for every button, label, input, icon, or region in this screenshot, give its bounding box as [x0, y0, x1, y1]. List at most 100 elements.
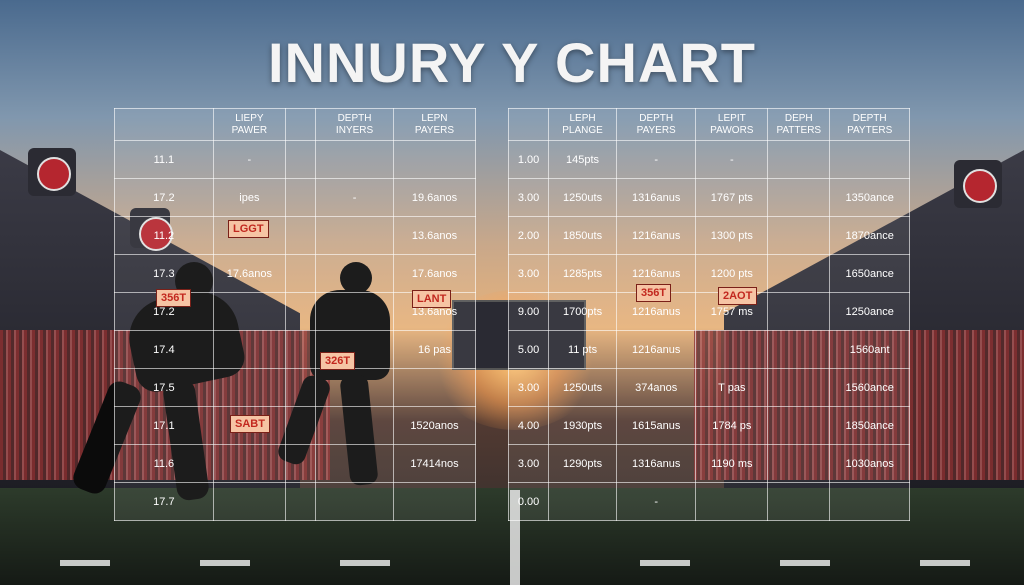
table-cell — [315, 292, 394, 331]
table-cell: 1350ance — [829, 178, 910, 217]
table-cell: 16 pas — [392, 330, 477, 369]
table-cell — [767, 178, 831, 217]
table-cell — [315, 368, 394, 407]
left-header-cell: DEPTH INYERS — [315, 108, 394, 141]
table-cell: 1850uts — [548, 216, 617, 255]
row-label-cell: 11.6 — [114, 444, 214, 483]
right-header-cell: DEPH PATTERS — [767, 108, 831, 141]
table-cell: 17414nos — [392, 444, 477, 483]
table-cell: 1250uts — [548, 368, 617, 407]
table-row: 17.1 1520anos — [114, 406, 477, 445]
row-label-cell: 0.00 — [507, 482, 550, 521]
table-cell: 1300 pts — [695, 216, 769, 255]
table-cell — [284, 292, 317, 331]
row-label-cell: 11.2 — [114, 216, 214, 255]
table-cell — [212, 444, 286, 483]
table-row: 17.2 13.6anos — [114, 292, 477, 331]
table-cell — [284, 406, 317, 445]
table-cell — [315, 216, 394, 255]
highlight-tag: 356T — [156, 289, 192, 307]
table-cell: 17.6anos — [392, 254, 477, 293]
table-cell — [212, 482, 286, 521]
table-cell — [315, 444, 394, 483]
table-row: 2.00 1850uts 1216anus 1300 pts 1870ance — [507, 216, 910, 255]
table-cell — [829, 140, 910, 179]
table-cell — [767, 216, 831, 255]
table-cell: 17.6anos — [212, 254, 286, 293]
table-row: 5.00 11 pts 1216anus 1560ant — [507, 330, 910, 369]
highlight-tag: 2AOT — [718, 287, 758, 305]
table-cell: 1560ance — [829, 368, 910, 407]
row-label-cell: 17.3 — [114, 254, 214, 293]
table-cell — [767, 482, 831, 521]
table-cell — [212, 292, 286, 331]
yard-marker — [340, 560, 390, 566]
table-cell: 1784 ps — [695, 406, 769, 445]
table-cell — [767, 444, 831, 483]
table-row: 17.2 ipes -19.6anos — [114, 178, 477, 217]
table-cell: 1560ant — [829, 330, 910, 369]
table-cell — [315, 254, 394, 293]
row-label-cell: 3.00 — [507, 368, 550, 407]
table-cell: 1285pts — [548, 254, 617, 293]
table-cell — [212, 368, 286, 407]
table-row: 3.00 1290pts 1316anus 1190 ms 1030anos — [507, 444, 910, 483]
table-cell: 1316anus — [615, 444, 697, 483]
left-header-cell: LEPN PAYERS — [392, 108, 477, 141]
row-label-cell: 2.00 — [507, 216, 550, 255]
table-cell — [212, 330, 286, 369]
table-row: 17.4 16 pas — [114, 330, 477, 369]
table-cell — [767, 140, 831, 179]
table-cell: 1767 pts — [695, 178, 769, 217]
row-label-cell: 9.00 — [507, 292, 550, 331]
yard-marker — [780, 560, 830, 566]
left-header-cell — [284, 108, 317, 141]
table-row: 3.00 1285pts 1216anus 1200 pts 1650ance — [507, 254, 910, 293]
field-midline — [510, 490, 520, 585]
table-cell — [767, 330, 831, 369]
table-cell: - — [615, 140, 697, 179]
table-cell — [315, 482, 394, 521]
table-cell — [315, 140, 394, 179]
table-cell: 1650ance — [829, 254, 910, 293]
table-cell — [767, 254, 831, 293]
table-cell — [695, 482, 769, 521]
table-cell — [695, 330, 769, 369]
table-cell: - — [615, 482, 697, 521]
right-header-cell — [507, 108, 550, 141]
table-cell: 1290pts — [548, 444, 617, 483]
row-label-cell: 1.00 — [507, 140, 550, 179]
row-label-cell: 17.2 — [114, 178, 214, 217]
chart-title: INNURY Y CHART — [267, 31, 756, 94]
table-row: 9.00 1700pts 1216anus 1757 ms 1250ance — [507, 292, 910, 331]
table-cell — [829, 482, 910, 521]
row-label-cell: 17.1 — [114, 406, 214, 445]
table-cell: 11 pts — [548, 330, 617, 369]
table-cell: 1615anus — [615, 406, 697, 445]
table-cell: 1850ance — [829, 406, 910, 445]
table-cell: T pas — [695, 368, 769, 407]
highlight-tag: LGGT — [228, 220, 269, 238]
table-cell: 1700pts — [548, 292, 617, 331]
table-cell — [284, 216, 317, 255]
table-cell — [767, 292, 831, 331]
table-row: 17.7 — [114, 482, 477, 521]
table-row: 17.3 17.6anos 17.6anos — [114, 254, 477, 293]
table-cell — [392, 368, 477, 407]
table-row: 3.00 1250uts 374anos T pas 1560ance — [507, 368, 910, 407]
table-cell — [284, 330, 317, 369]
right-header-cell: DEPTH PAYTERS — [829, 108, 910, 141]
yard-marker — [200, 560, 250, 566]
table-cell: 1190 ms — [695, 444, 769, 483]
row-label-cell: 4.00 — [507, 406, 550, 445]
right-header-cell: LEPIT PAWORS — [695, 108, 769, 141]
table-cell — [392, 482, 477, 521]
row-label-cell: 5.00 — [507, 330, 550, 369]
table-cell: - — [212, 140, 286, 179]
row-label-cell: 17.4 — [114, 330, 214, 369]
table-cell: - — [315, 178, 394, 217]
table-cell: 19.6anos — [392, 178, 477, 217]
table-row: 1.00 145pts - - — [507, 140, 910, 179]
table-row: 0.00 - — [507, 482, 910, 521]
table-cell: 1930pts — [548, 406, 617, 445]
